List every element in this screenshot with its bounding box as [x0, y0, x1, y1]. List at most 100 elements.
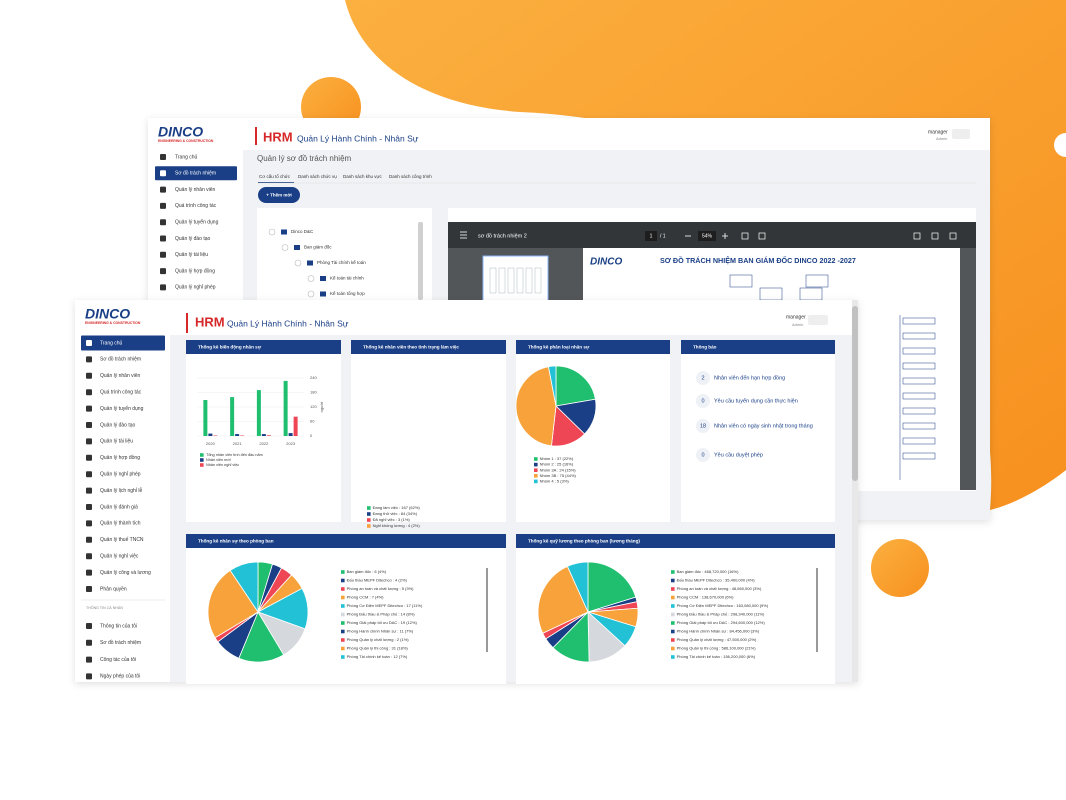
legend-swatch: [200, 463, 204, 467]
org-box: [902, 452, 936, 460]
tab[interactable]: Danh sách khu vực: [343, 174, 383, 179]
notice-text[interactable]: Nhân viên có ngày sinh nhật trong tháng: [714, 423, 813, 429]
org-box: [902, 392, 936, 400]
menu-item[interactable]: Ngày phép của tôi: [100, 673, 140, 680]
pdf-tool: [913, 232, 921, 240]
menu-item[interactable]: Quản lý nghỉ phép: [100, 471, 141, 478]
menu-item[interactable]: Quản lý nhân viên: [175, 187, 216, 193]
menu-item[interactable]: Quản lý tuyển dụng: [175, 219, 219, 226]
org-box: [729, 274, 753, 288]
menu-item[interactable]: Quản lý thuế TNCN: [100, 537, 144, 543]
menu-icon: [86, 372, 92, 379]
add-button[interactable]: [258, 187, 300, 203]
tree-scroll: [418, 222, 423, 300]
card-title: Thống kê phân loại nhân sự: [528, 344, 590, 350]
menu-item[interactable]: Quản lý công và lương: [100, 570, 151, 576]
menu-item[interactable]: Quản lý hợp đồng: [100, 455, 140, 461]
org-box: [902, 437, 936, 445]
org-box: [759, 287, 783, 301]
menu-item[interactable]: Quản lý nhân viên: [100, 373, 141, 379]
menu-item[interactable]: Quản lý tài liệu: [175, 252, 208, 258]
menu-icon: [86, 504, 92, 510]
notice-text[interactable]: Yêu cầu duyệt phép: [714, 452, 763, 458]
y-tick-label: 120: [310, 404, 317, 409]
menu-item[interactable]: Quản lý lịch nghỉ lễ: [100, 487, 142, 494]
menu-item[interactable]: Sơ đồ trách nhiệm: [100, 357, 141, 363]
legend-swatch: [341, 621, 345, 625]
legend-label: Đấu thầu MEPF Ditechco : 4 (2%): [347, 578, 408, 583]
tab[interactable]: Cơ cấu tổ chức: [259, 173, 291, 179]
menu-item[interactable]: Sơ đồ trách nhiệm: [100, 640, 141, 646]
card: [186, 340, 341, 522]
menu-item[interactable]: Quản lý nghỉ việc: [100, 553, 139, 560]
avatar: [808, 315, 828, 325]
bar: [230, 397, 235, 436]
notice-count: 18: [700, 423, 706, 429]
menu-item[interactable]: Quản lý tuyển dụng: [100, 405, 144, 412]
menu-icon: [160, 268, 166, 275]
tree-icon: [320, 276, 326, 281]
menu-item[interactable]: Quá trình công tác: [175, 203, 217, 209]
tab[interactable]: Danh sách chức vụ: [298, 174, 337, 179]
legend-label: Đấu thầu MEPF Ditechco : 35,400,000 (4%): [677, 578, 756, 583]
tree-item[interactable]: Kế toán tổng hợp: [330, 290, 365, 296]
legend-swatch: [671, 578, 675, 583]
menu-item[interactable]: Quản lý đào tạo: [100, 422, 136, 428]
tree-toggle: [307, 290, 315, 298]
legend-label: Ban giám đốc : 468,720,000 (16%): [677, 569, 739, 574]
tree-item[interactable]: Ban giám đốc: [304, 245, 332, 250]
pdf-thumb-box: [525, 267, 533, 294]
tree-item[interactable]: Phòng Tài chính kế toán: [317, 260, 366, 265]
tab[interactable]: Danh sách công trình: [389, 174, 432, 179]
legend-label: Nhân viên mới: [206, 458, 231, 462]
pdf-thumb-box: [489, 267, 497, 294]
menu-item[interactable]: Quản lý đánh giá: [100, 504, 138, 510]
legend-label: Đang thử việc : 84 (34%): [373, 511, 418, 516]
notice-text[interactable]: Nhân viên đến hạn hợp đồng: [714, 375, 785, 381]
menu-item[interactable]: Quản lý nghỉ phép: [175, 284, 216, 291]
tree-item[interactable]: Dinco D&C: [291, 229, 314, 234]
menu-item[interactable]: Quản lý đào tạo: [175, 236, 211, 242]
pdf-page-box: [645, 231, 657, 241]
legend-swatch: [534, 479, 538, 484]
legend-swatch: [671, 655, 675, 659]
menu-icon: [86, 536, 92, 543]
menu-item[interactable]: Quản lý thành tích: [100, 521, 141, 527]
pdf-page: 1: [650, 233, 653, 239]
legend-swatch: [341, 612, 345, 617]
menu-item[interactable]: Công tác của tôi: [100, 656, 136, 663]
card-title: Thống kê nhân sự theo phòng ban: [198, 538, 274, 544]
pdf-file[interactable]: sơ đồ trách nhiệm 2: [478, 233, 527, 239]
legend-swatch: [671, 570, 675, 574]
menu-icon: [86, 471, 92, 478]
org-box: [902, 362, 936, 370]
menu-active: [155, 166, 237, 181]
menu-item[interactable]: Quá trình công tác: [100, 390, 142, 396]
pie-slice: [566, 561, 589, 613]
legend-label: Phòng Hành chính Nhân sự : 11 (7%): [347, 629, 414, 634]
legend-swatch: [671, 587, 675, 591]
pdf-tool: [758, 232, 766, 240]
menu-item[interactable]: Quản lý hợp đồng: [175, 268, 215, 274]
menu-item[interactable]: Sơ đồ trách nhiệm: [175, 171, 216, 177]
notice-text[interactable]: Yêu cầu tuyển dụng cần thực hiện: [714, 397, 798, 404]
menu-item[interactable]: Phân quyền: [100, 586, 127, 592]
card: [351, 340, 506, 522]
pie-slice: [537, 565, 589, 634]
tree-icon: [320, 291, 326, 297]
logo: DINCO: [158, 124, 203, 140]
legend-label: Đang làm việc : 167 (62%): [373, 505, 421, 510]
menu-item[interactable]: Quản lý tài liệu: [100, 439, 133, 445]
menu-item[interactable]: Trang chủ: [100, 339, 123, 346]
menu-icon: [86, 487, 92, 494]
pie-slice: [515, 366, 557, 447]
menu-item[interactable]: Trang chủ: [175, 153, 198, 160]
card-title: Thống kê quỹ lương theo phòng ban (lương…: [528, 538, 640, 544]
menu-item[interactable]: Thông tin của tôi: [100, 622, 137, 629]
menu-active: [81, 335, 165, 351]
tree-item[interactable]: Kế toán tài chính: [330, 276, 364, 281]
legend-swatch: [534, 468, 538, 472]
card-header: [516, 340, 670, 354]
add-button-label: + Thêm mới: [266, 193, 292, 198]
